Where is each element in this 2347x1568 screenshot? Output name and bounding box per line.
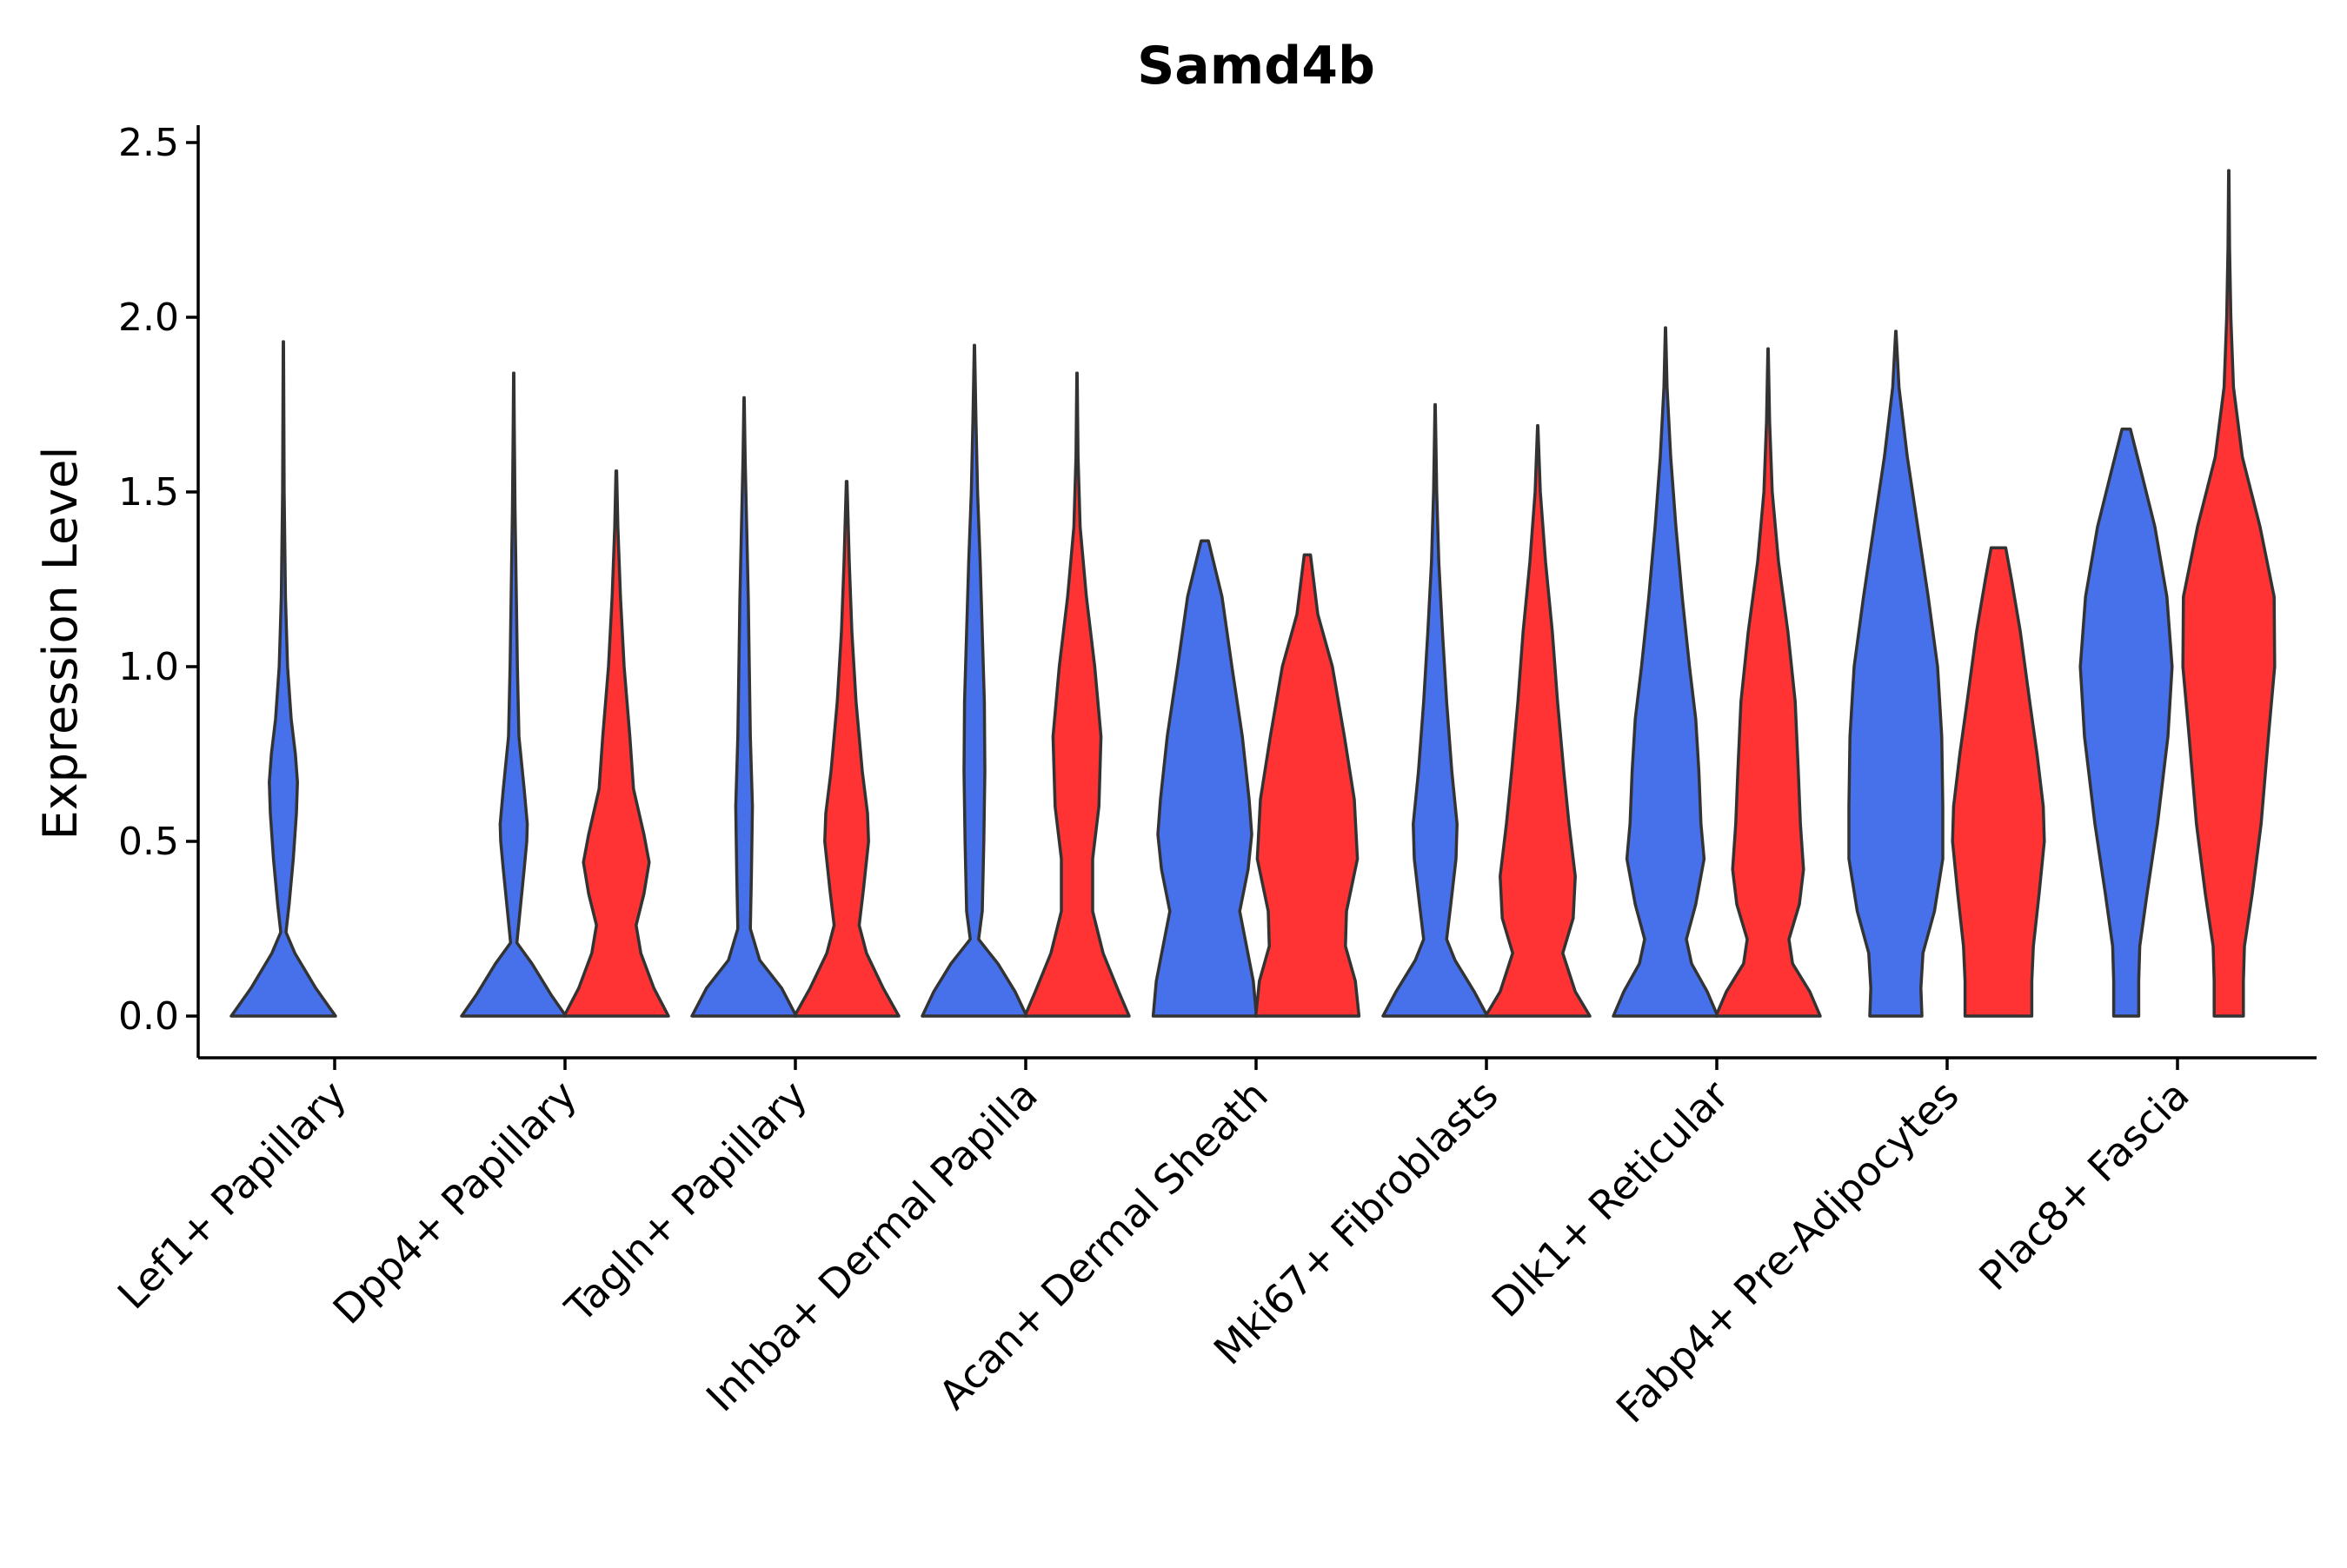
violin-plac8-fascia-group-red: [2181, 169, 2277, 1018]
violin-mki67-fibroblasts-group-blue: [1381, 402, 1489, 1018]
violin-dlk1-reticular-group-blue: [1612, 326, 1719, 1018]
violin-acan-dermal-sheath-group-red: [1253, 553, 1361, 1018]
y-axis-label: Expression Level: [33, 447, 88, 840]
x-tick-label-lef1-papillary: Lef1+ Papillary: [109, 1072, 356, 1319]
violin-mki67-fibroblasts-group-red: [1484, 423, 1592, 1018]
chart-title: Samd4b: [1137, 36, 1375, 96]
y-tick-label: 1.5: [118, 470, 179, 515]
violin-tagln-papillary-group-red: [793, 480, 901, 1018]
y-tick-label: 1.0: [118, 645, 179, 689]
violin-inhba-dermal-papilla-group-blue: [921, 343, 1028, 1018]
violin-fabp4-pre-adipocytes-group-blue: [1847, 329, 1945, 1018]
violin-lef1-papillary-group-blue: [229, 340, 337, 1018]
violin-plac8-fascia-group-blue: [2078, 427, 2174, 1018]
y-tick-label: 0.5: [118, 820, 179, 864]
violins-layer: [229, 169, 2277, 1018]
violin-dlk1-reticular-group-red: [1714, 347, 1822, 1018]
y-tick-label: 2.0: [118, 296, 179, 340]
x-tick-label-tagln-papillary: Tagln+ Papillary: [555, 1072, 816, 1332]
violin-inhba-dermal-papilla-group-red: [1023, 371, 1131, 1018]
violin-tagln-papillary-group-blue: [690, 395, 798, 1018]
violin-acan-dermal-sheath-group-blue: [1151, 539, 1259, 1018]
violin-dpp4-papillary-group-red: [562, 469, 670, 1018]
y-tick-label: 0.0: [118, 994, 179, 1039]
violin-dpp4-papillary-group-blue: [460, 371, 568, 1018]
x-tick-label-dpp4-papillary: Dpp4+ Papillary: [324, 1072, 586, 1333]
y-tick-label: 2.5: [118, 121, 179, 165]
x-tick-label-plac8-fascia: Plac8+ Fascia: [1970, 1072, 2197, 1299]
violin-fabp4-pre-adipocytes-group-red: [1951, 546, 2046, 1018]
x-tick-label-dlk1-reticular: Dlk1+ Reticular: [1483, 1072, 1738, 1326]
